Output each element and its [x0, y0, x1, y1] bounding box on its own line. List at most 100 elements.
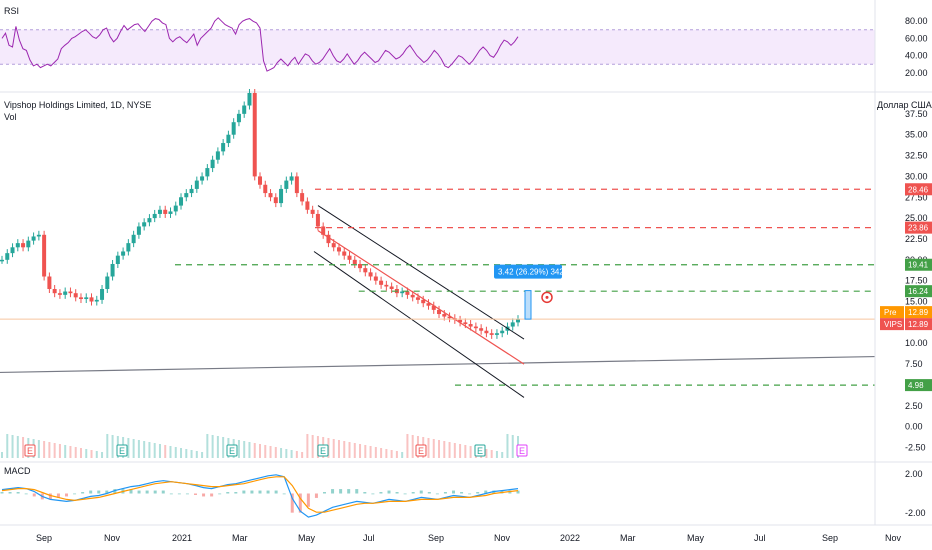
candle[interactable]	[15, 243, 20, 248]
candle[interactable]	[258, 176, 262, 185]
earnings-marker[interactable]	[317, 444, 329, 457]
macd-signal-line[interactable]	[1, 476, 519, 513]
candle[interactable]	[310, 209, 315, 214]
candle[interactable]	[415, 297, 420, 300]
candle[interactable]	[400, 291, 405, 294]
macd-pane[interactable]: 2.00 -2.00	[0, 469, 926, 518]
candle[interactable]	[421, 299, 426, 304]
candle[interactable]	[305, 201, 310, 210]
earnings-marker[interactable]	[415, 444, 427, 457]
candle[interactable]	[494, 333, 499, 335]
candle[interactable]	[347, 255, 352, 260]
candle[interactable]	[263, 184, 268, 194]
candle[interactable]	[210, 159, 215, 169]
candle[interactable]	[184, 193, 189, 198]
earnings-marker[interactable]	[474, 444, 486, 457]
candle[interactable]	[42, 234, 47, 277]
candle[interactable]	[136, 226, 141, 235]
candle[interactable]	[489, 333, 494, 335]
candle[interactable]	[31, 236, 36, 241]
candle[interactable]	[84, 297, 89, 300]
candle[interactable]	[352, 259, 357, 264]
candle[interactable]	[179, 197, 184, 206]
channel-lower-line[interactable]	[313, 251, 525, 398]
earnings-marker[interactable]	[24, 444, 36, 457]
candle[interactable]	[268, 193, 273, 198]
channel-mid-line[interactable]	[317, 230, 525, 365]
candle[interactable]	[363, 268, 368, 273]
candle[interactable]	[473, 326, 478, 329]
candle[interactable]	[273, 197, 278, 204]
candle[interactable]	[157, 209, 162, 214]
candle[interactable]	[194, 180, 199, 189]
candle[interactable]	[279, 188, 284, 204]
earnings-marker[interactable]	[516, 444, 528, 457]
candle[interactable]	[373, 276, 378, 281]
earnings-marker[interactable]	[226, 444, 238, 457]
candle[interactable]	[368, 272, 373, 277]
candle[interactable]	[468, 324, 473, 327]
candle[interactable]	[289, 176, 294, 181]
candle[interactable]	[173, 205, 178, 212]
candle[interactable]	[0, 259, 4, 262]
candle[interactable]	[115, 255, 120, 264]
rsi-pane[interactable]: 80.00 60.00 40.00 20.00	[0, 16, 928, 78]
candle[interactable]	[479, 328, 484, 331]
candle[interactable]	[247, 93, 252, 106]
candle[interactable]	[168, 211, 173, 214]
candle[interactable]	[89, 297, 94, 302]
support-trendline[interactable]	[0, 355, 876, 374]
candle[interactable]	[321, 226, 326, 235]
candle[interactable]	[26, 240, 31, 248]
target-icon[interactable]	[541, 291, 553, 304]
candle[interactable]	[236, 113, 241, 123]
time-axis[interactable]: Sep Nov 2021 Mar May Jul Sep Nov 2022 Mar May Jul Se…	[36, 533, 902, 543]
candle[interactable]	[431, 305, 436, 310]
candle[interactable]	[121, 251, 126, 256]
candle[interactable]	[516, 319, 520, 323]
candle[interactable]	[405, 291, 410, 295]
macd-line[interactable]	[1, 474, 519, 518]
candle[interactable]	[52, 289, 57, 294]
candle[interactable]	[68, 291, 73, 294]
candle[interactable]	[215, 151, 220, 160]
candle[interactable]	[21, 243, 26, 248]
candle[interactable]	[326, 234, 331, 244]
candle[interactable]	[252, 93, 257, 177]
candle[interactable]	[126, 243, 131, 252]
candle[interactable]	[300, 193, 305, 202]
measure-range[interactable]	[524, 290, 532, 320]
candle[interactable]	[63, 291, 68, 295]
candle[interactable]	[36, 234, 41, 237]
candle[interactable]	[5, 253, 10, 260]
candle[interactable]	[284, 180, 289, 189]
candle[interactable]	[163, 209, 168, 214]
candle[interactable]	[484, 330, 489, 334]
candle[interactable]	[200, 176, 205, 181]
candle[interactable]	[142, 222, 147, 227]
candle[interactable]	[510, 322, 515, 327]
rsi-line[interactable]	[1, 17, 519, 72]
candle[interactable]	[47, 276, 52, 290]
candle[interactable]	[100, 289, 105, 300]
candle[interactable]	[205, 168, 210, 177]
candle[interactable]	[389, 286, 394, 290]
candle[interactable]	[379, 280, 384, 285]
earnings-marker[interactable]	[116, 444, 128, 457]
candle[interactable]	[384, 284, 389, 287]
candle[interactable]	[110, 263, 115, 277]
candle[interactable]	[73, 293, 78, 298]
candle[interactable]	[331, 243, 336, 248]
candle[interactable]	[437, 309, 442, 315]
candle[interactable]	[57, 293, 62, 295]
candle[interactable]	[78, 297, 83, 300]
candle[interactable]	[442, 314, 447, 317]
candle[interactable]	[410, 294, 415, 298]
candle[interactable]	[226, 134, 231, 144]
candle[interactable]	[315, 213, 320, 227]
candle[interactable]	[336, 247, 341, 252]
candle[interactable]	[231, 122, 236, 135]
candle[interactable]	[152, 213, 157, 219]
candle[interactable]	[500, 330, 505, 334]
candle[interactable]	[294, 176, 299, 194]
